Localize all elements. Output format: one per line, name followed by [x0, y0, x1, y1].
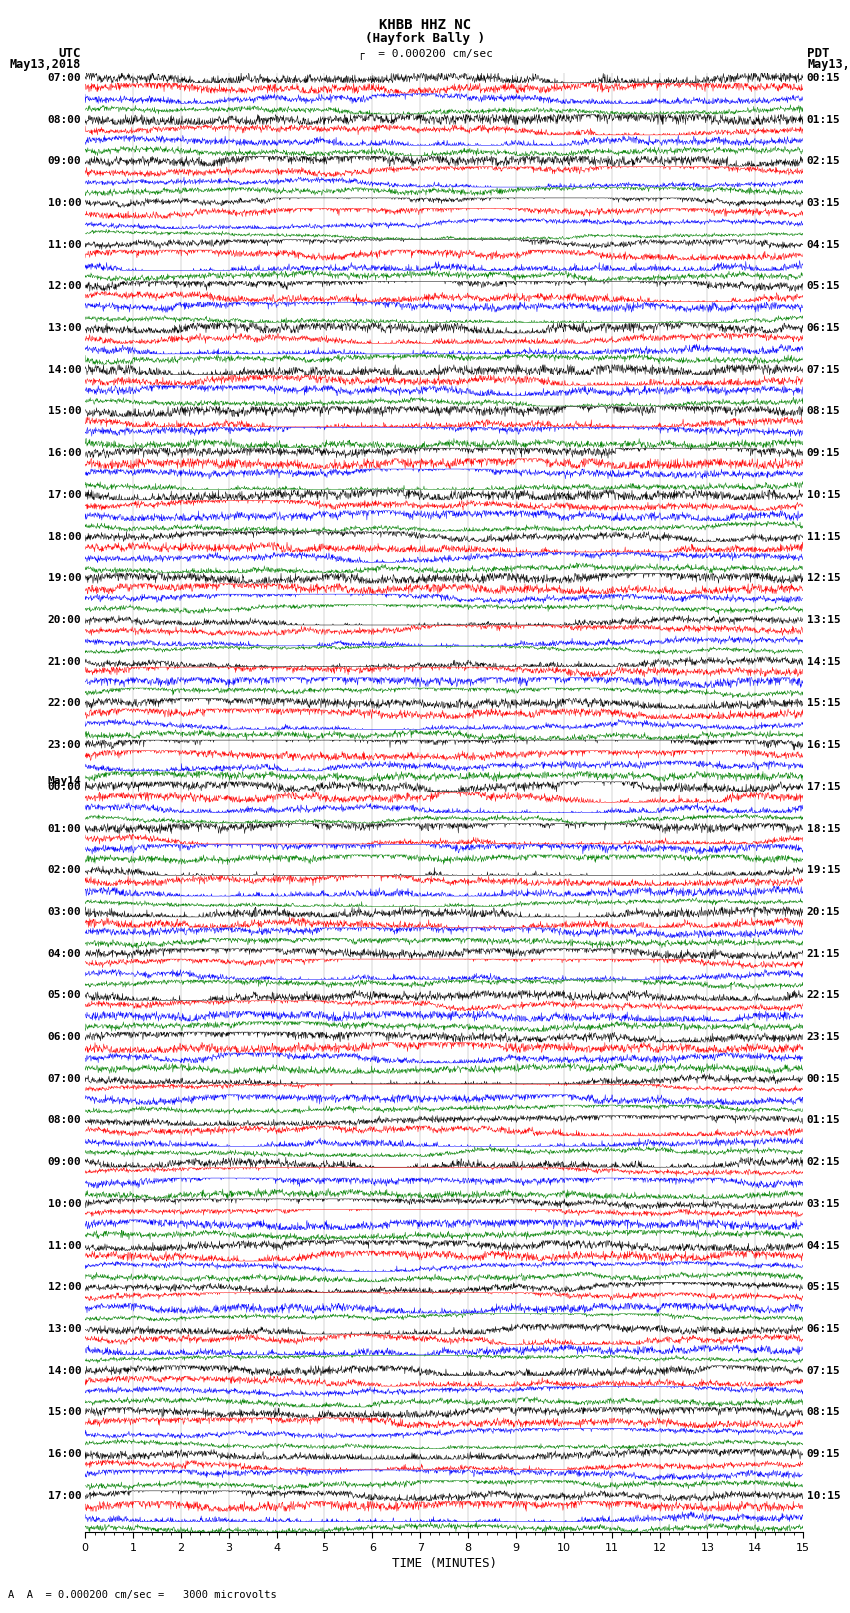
- Text: 16:15: 16:15: [807, 740, 841, 750]
- Text: 23:15: 23:15: [807, 1032, 841, 1042]
- Text: (Hayfork Bally ): (Hayfork Bally ): [365, 32, 485, 45]
- X-axis label: TIME (MINUTES): TIME (MINUTES): [392, 1557, 496, 1569]
- Text: 06:15: 06:15: [807, 323, 841, 332]
- Text: 10:15: 10:15: [807, 1490, 841, 1500]
- Text: 09:00: 09:00: [48, 156, 82, 166]
- Text: 11:00: 11:00: [48, 1240, 82, 1250]
- Text: 12:00: 12:00: [48, 281, 82, 292]
- Text: 00:00: 00:00: [48, 782, 82, 792]
- Text: 06:00: 06:00: [48, 1032, 82, 1042]
- Text: 00:15: 00:15: [807, 1074, 841, 1084]
- Text: May13,2018: May13,2018: [808, 58, 850, 71]
- Text: 08:15: 08:15: [807, 1408, 841, 1418]
- Text: 06:15: 06:15: [807, 1324, 841, 1334]
- Text: 07:00: 07:00: [48, 73, 82, 82]
- Text: 17:00: 17:00: [48, 490, 82, 500]
- Text: 17:00: 17:00: [48, 1490, 82, 1500]
- Text: 07:15: 07:15: [807, 365, 841, 374]
- Text: 04:00: 04:00: [48, 948, 82, 958]
- Text: 08:15: 08:15: [807, 406, 841, 416]
- Text: May13,2018: May13,2018: [9, 58, 81, 71]
- Text: 19:00: 19:00: [48, 573, 82, 584]
- Text: 09:15: 09:15: [807, 448, 841, 458]
- Text: 10:00: 10:00: [48, 198, 82, 208]
- Text: 02:15: 02:15: [807, 156, 841, 166]
- Text: PDT: PDT: [808, 47, 830, 60]
- Text: 01:15: 01:15: [807, 115, 841, 124]
- Text: 03:15: 03:15: [807, 198, 841, 208]
- Text: 04:15: 04:15: [807, 240, 841, 250]
- Text: 10:00: 10:00: [48, 1198, 82, 1208]
- Text: 11:00: 11:00: [48, 240, 82, 250]
- Text: 21:00: 21:00: [48, 656, 82, 666]
- Text: 12:00: 12:00: [48, 1282, 82, 1292]
- Text: 01:00: 01:00: [48, 824, 82, 834]
- Text: 14:00: 14:00: [48, 365, 82, 374]
- Text: 03:15: 03:15: [807, 1198, 841, 1208]
- Text: 09:15: 09:15: [807, 1448, 841, 1460]
- Text: 18:00: 18:00: [48, 532, 82, 542]
- Text: 07:15: 07:15: [807, 1366, 841, 1376]
- Text: KHBB HHZ NC: KHBB HHZ NC: [379, 18, 471, 32]
- Text: 15:00: 15:00: [48, 406, 82, 416]
- Text: May14: May14: [48, 776, 82, 786]
- Text: 11:15: 11:15: [807, 532, 841, 542]
- Text: 01:15: 01:15: [807, 1116, 841, 1126]
- Text: 07:00: 07:00: [48, 1074, 82, 1084]
- Text: A  A  = 0.000200 cm/sec =   3000 microvolts: A A = 0.000200 cm/sec = 3000 microvolts: [8, 1590, 277, 1600]
- Text: 03:00: 03:00: [48, 907, 82, 916]
- Text: 21:15: 21:15: [807, 948, 841, 958]
- Text: 16:00: 16:00: [48, 448, 82, 458]
- Text: 05:15: 05:15: [807, 1282, 841, 1292]
- Text: 00:15: 00:15: [807, 73, 841, 82]
- Text: 02:00: 02:00: [48, 865, 82, 876]
- Text: 17:15: 17:15: [807, 782, 841, 792]
- Text: 13:00: 13:00: [48, 323, 82, 332]
- Text: 13:00: 13:00: [48, 1324, 82, 1334]
- Text: 08:00: 08:00: [48, 1116, 82, 1126]
- Text: 14:15: 14:15: [807, 656, 841, 666]
- Text: 16:00: 16:00: [48, 1448, 82, 1460]
- Text: ┌  = 0.000200 cm/sec: ┌ = 0.000200 cm/sec: [358, 48, 492, 60]
- Text: 20:15: 20:15: [807, 907, 841, 916]
- Text: 14:00: 14:00: [48, 1366, 82, 1376]
- Text: UTC: UTC: [59, 47, 81, 60]
- Text: 05:00: 05:00: [48, 990, 82, 1000]
- Text: 12:15: 12:15: [807, 573, 841, 584]
- Text: 22:00: 22:00: [48, 698, 82, 708]
- Text: 22:15: 22:15: [807, 990, 841, 1000]
- Text: 05:15: 05:15: [807, 281, 841, 292]
- Text: 15:15: 15:15: [807, 698, 841, 708]
- Text: 19:15: 19:15: [807, 865, 841, 876]
- Text: 08:00: 08:00: [48, 115, 82, 124]
- Text: 18:15: 18:15: [807, 824, 841, 834]
- Text: 04:15: 04:15: [807, 1240, 841, 1250]
- Text: 15:00: 15:00: [48, 1408, 82, 1418]
- Text: 09:00: 09:00: [48, 1157, 82, 1168]
- Text: 02:15: 02:15: [807, 1157, 841, 1168]
- Text: 13:15: 13:15: [807, 615, 841, 624]
- Text: 23:00: 23:00: [48, 740, 82, 750]
- Text: 20:00: 20:00: [48, 615, 82, 624]
- Text: 10:15: 10:15: [807, 490, 841, 500]
